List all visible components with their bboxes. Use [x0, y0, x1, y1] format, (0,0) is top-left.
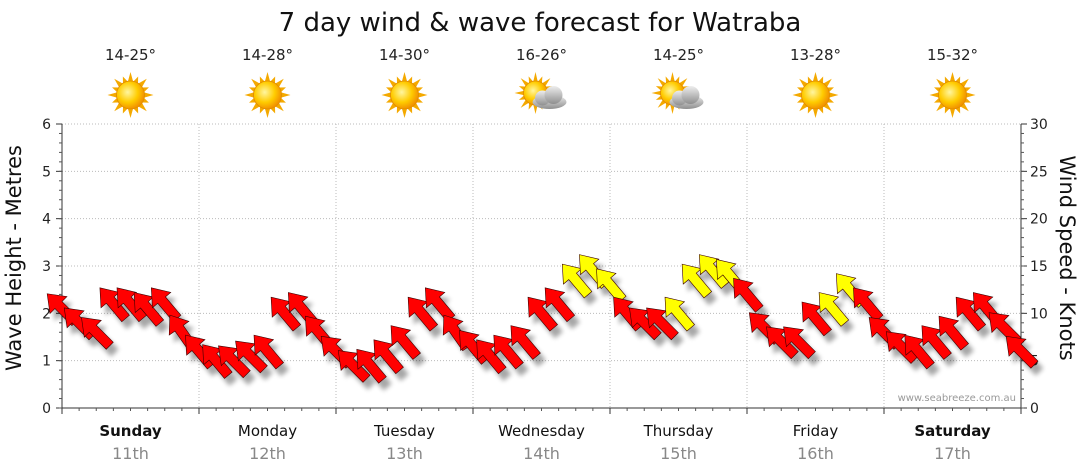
- right-tick-label: 0: [1030, 401, 1039, 417]
- day-date-label: 13th: [386, 444, 423, 463]
- day-date-label: 15th: [660, 444, 697, 463]
- day-name-label: Wednesday: [498, 422, 585, 440]
- axis-ticks: 0123456051015202530: [42, 117, 1048, 417]
- wind-arrow: [510, 325, 541, 360]
- sun-rays: [929, 72, 976, 118]
- watermark: www.seabreeze.com.au: [898, 393, 1016, 404]
- sun-ray: [381, 92, 392, 98]
- day-temperature: 14-30°: [379, 46, 430, 64]
- day-temperature: 16-26°: [516, 46, 567, 64]
- wind-arrow: [544, 287, 576, 323]
- day-date-label: 12th: [249, 444, 286, 463]
- sun-ray: [401, 72, 408, 83]
- wind-arrow: [733, 277, 764, 313]
- sun-ray: [280, 92, 291, 98]
- sun-disc: [116, 80, 145, 110]
- right-tick-label: 25: [1030, 164, 1048, 180]
- day-name-label: Tuesday: [373, 422, 435, 440]
- day-temperature: 14-25°: [653, 46, 704, 64]
- day-temperature: 14-25°: [105, 46, 156, 64]
- sun-ray: [651, 90, 662, 96]
- cloud-puff: [544, 86, 563, 104]
- sun-ray: [812, 72, 819, 83]
- day-date-label: 14th: [523, 444, 560, 463]
- sun-ray: [792, 92, 803, 98]
- wind-arrow: [390, 325, 421, 360]
- sun-ray: [965, 92, 976, 98]
- sun-ray: [143, 92, 154, 98]
- sun-disc: [801, 80, 830, 110]
- day-labels: Sunday 11th Monday 12th Tuesday 13th Wednesday…: [99, 422, 991, 463]
- sun-ray: [670, 72, 675, 83]
- left-tick-label: 2: [42, 306, 51, 322]
- sun-ray: [264, 107, 271, 118]
- day-date-label: 11th: [112, 444, 149, 463]
- sun-icon: [929, 72, 976, 118]
- left-tick-label: 1: [42, 354, 51, 370]
- sun-ray: [533, 72, 538, 83]
- right-tick-label: 20: [1030, 212, 1048, 228]
- sun-ray: [417, 92, 428, 98]
- partly-cloudy-icon: [651, 72, 704, 114]
- cloud: [532, 86, 567, 109]
- wind-arrow: [664, 296, 695, 332]
- sun-ray: [949, 72, 956, 83]
- cloud: [669, 86, 704, 109]
- sun-ray: [264, 72, 271, 83]
- wind-arrow: [818, 292, 850, 327]
- right-axis-title: Wind Speed - Knots: [1055, 155, 1079, 360]
- sun-ray: [127, 107, 134, 118]
- left-tick-label: 0: [42, 401, 51, 417]
- sun-ray: [127, 72, 134, 83]
- right-tick-label: 30: [1030, 117, 1048, 133]
- right-tick-label: 10: [1030, 306, 1048, 322]
- sun-icon: [107, 72, 154, 118]
- day-date-label: 17th: [934, 444, 971, 463]
- daily-forecast-header: 14-25° 14-28° 14-30° 16-26° 14-25° 13-28° 15-3…: [105, 46, 978, 118]
- wind-arrow: [253, 334, 284, 370]
- sun-disc: [938, 80, 967, 110]
- day-date-label: 16th: [797, 444, 834, 463]
- sun-ray: [812, 107, 819, 118]
- sun-ray: [949, 107, 956, 118]
- day-temperature: 15-32°: [927, 46, 978, 64]
- left-axis-title: Wave Height - Metres: [2, 145, 26, 371]
- wind-arrows: [46, 254, 1039, 384]
- day-name-label: Monday: [238, 422, 297, 440]
- left-tick-label: 5: [42, 164, 51, 180]
- sun-ray: [929, 92, 940, 98]
- day-name-label: Saturday: [914, 422, 991, 440]
- wind-arrow: [783, 326, 816, 360]
- wind-arrow: [81, 317, 114, 350]
- sun-disc: [390, 80, 419, 110]
- wind-arrow: [1005, 335, 1039, 369]
- day-name-label: Sunday: [99, 422, 162, 440]
- right-tick-label: 15: [1030, 259, 1048, 275]
- sun-icon: [244, 72, 291, 118]
- left-tick-label: 4: [42, 212, 51, 228]
- left-tick-label: 6: [42, 117, 51, 133]
- cloud-puff: [681, 86, 700, 104]
- sun-disc: [253, 80, 282, 110]
- sun-ray: [401, 107, 408, 118]
- sun-ray: [828, 92, 839, 98]
- wind-arrow: [853, 287, 884, 323]
- sun-ray: [514, 90, 525, 96]
- day-temperature: 13-28°: [790, 46, 841, 64]
- wind-arrow-group: [46, 254, 1039, 384]
- sun-icon: [381, 72, 428, 118]
- day-temperature: 14-28°: [242, 46, 293, 64]
- day-name-label: Thursday: [643, 422, 714, 440]
- chart-title: 7 day wind & wave forecast for Watraba: [279, 8, 802, 38]
- wind-arrow: [938, 315, 969, 351]
- partly-cloudy-icon: [514, 72, 567, 114]
- day-name-label: Friday: [793, 422, 839, 440]
- left-tick-label: 3: [42, 259, 51, 275]
- sun-icon: [792, 72, 839, 118]
- sun-ray: [244, 92, 255, 98]
- sun-ray: [107, 92, 118, 98]
